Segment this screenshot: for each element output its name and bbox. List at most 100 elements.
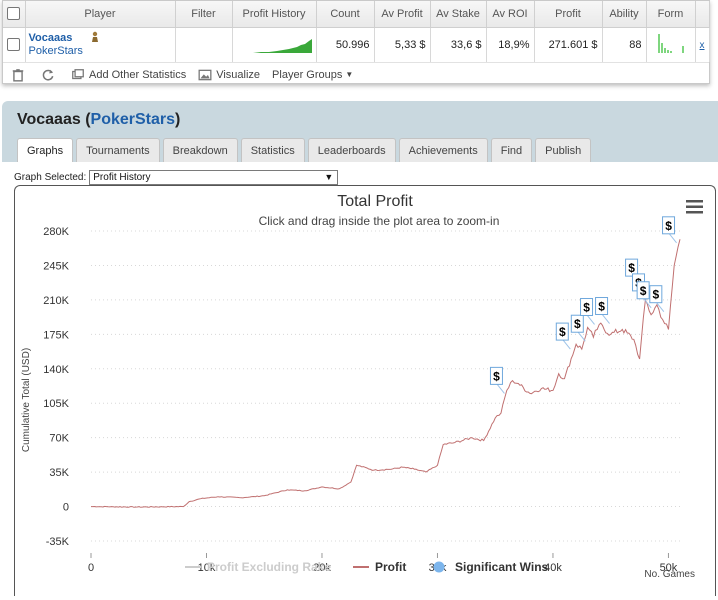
significant-win-flag[interactable]: $ (489, 366, 505, 394)
tab-find[interactable]: Find (490, 138, 533, 162)
y-tick-label: 70K (49, 433, 69, 445)
y-tick-label: 245K (43, 260, 69, 272)
legend-label: Profit (375, 560, 406, 574)
profit-chart[interactable]: Total Profit Click and drag inside the p… (15, 186, 715, 597)
flag-pole (586, 314, 595, 325)
player-name-link[interactable]: Vocaaas (28, 32, 73, 44)
tab-breakdown[interactable]: Breakdown (162, 138, 238, 162)
legend-item[interactable]: Profit (353, 560, 406, 574)
col-av-profit[interactable]: Av Profit (374, 1, 431, 28)
legend-item[interactable]: Profit Excluding Rake (185, 560, 331, 574)
row-select-cell[interactable] (3, 27, 26, 62)
player-title-paren-close: ) (175, 111, 181, 128)
x-tick-label: 0 (88, 562, 94, 574)
series-layer (91, 239, 681, 508)
flag-pole (655, 301, 665, 313)
chart-menu-button[interactable] (685, 199, 704, 215)
tab-leaderboards[interactable]: Leaderboards (307, 138, 396, 162)
form-bar (666, 49, 669, 53)
legend-marker (433, 561, 445, 573)
y-tick-label: 105K (43, 398, 69, 410)
tab-statistics[interactable]: Statistics (240, 138, 305, 162)
significant-wins-layer: $$$$$$$$$$ (489, 216, 677, 394)
image-icon (198, 69, 212, 80)
x-tick-label: 10k (198, 562, 216, 574)
y-axis-ticks: -35K 0 35K 70K 105K 140K 175K 210K 245K 280K (43, 226, 69, 548)
row-checkbox[interactable] (7, 38, 21, 51)
delete-button[interactable] (11, 68, 29, 82)
form-bar (669, 50, 672, 53)
menu-icon-bar (686, 200, 703, 203)
player-tabs: Graphs Tournaments Breakdown Statistics … (17, 138, 594, 163)
x-tick-label: 50k (660, 562, 678, 574)
significant-win-flag[interactable]: $ (595, 297, 610, 324)
dollar-icon: $ (640, 284, 647, 298)
av-stake-cell: 33,6 $ (430, 27, 487, 62)
tab-achievements[interactable]: Achievements (398, 138, 488, 162)
player-groups-dropdown[interactable]: Player Groups ▼ (272, 69, 353, 81)
graph-select-value: Profit History (93, 172, 151, 183)
tab-tournaments[interactable]: Tournaments (76, 138, 160, 162)
significant-win-flag[interactable]: $ (662, 216, 677, 244)
col-av-roi[interactable]: Av ROI (486, 1, 535, 28)
col-profit[interactable]: Profit (534, 1, 603, 28)
significant-win-flag[interactable]: $ (570, 314, 586, 342)
form-chart (657, 33, 684, 53)
player-site-link[interactable]: PokerStars (28, 45, 83, 57)
col-remove (695, 1, 710, 28)
col-ability[interactable]: Ability (602, 1, 647, 28)
add-other-statistics-label: Add Other Statistics (89, 68, 187, 81)
significant-win-flag[interactable]: $ (555, 322, 571, 350)
profit-series-line (91, 239, 681, 508)
col-profit-history[interactable]: Profit History (232, 1, 317, 28)
flag-box (649, 285, 663, 304)
col-count[interactable]: Count (316, 1, 375, 28)
add-statistics-icon (72, 68, 84, 79)
col-filter[interactable]: Filter (175, 1, 233, 28)
legend-item[interactable]: Significant Wins (433, 560, 549, 574)
tab-publish[interactable]: Publish (535, 138, 592, 162)
player-title-site-link[interactable]: PokerStars (90, 111, 176, 128)
tab-graphs[interactable]: Graphs (17, 138, 74, 163)
col-av-stake[interactable]: Av Stake (430, 1, 487, 28)
graphs-content: Graph Selected: Profit History ▼ Total P… (2, 162, 718, 596)
y-tick-label: 35K (49, 467, 69, 479)
ability-cell: 88 (602, 27, 647, 62)
refresh-button[interactable] (41, 68, 59, 82)
select-all-checkbox[interactable] (7, 7, 21, 21)
remove-player-link[interactable]: x (699, 39, 705, 51)
trash-icon (12, 68, 24, 82)
y-tick-label: -35K (46, 536, 70, 548)
form-bar (657, 33, 660, 53)
table-row: Vocaaas PokerStars 50.996 5,33 $ 33,6 $ (3, 27, 710, 62)
flag-box (489, 366, 503, 385)
form-cell (646, 27, 696, 62)
col-player[interactable]: Player (25, 1, 176, 28)
profit-history-cell[interactable] (232, 27, 317, 62)
flag-box (662, 216, 676, 235)
col-form[interactable]: Form (646, 1, 696, 28)
remove-cell[interactable]: x (695, 27, 710, 62)
graph-select-dropdown[interactable]: Profit History ▼ (89, 170, 339, 185)
significant-win-flag[interactable]: $ (580, 297, 595, 325)
add-other-statistics-button[interactable]: Add Other Statistics (71, 68, 186, 82)
visualize-button[interactable]: Visualize (198, 68, 260, 82)
chart-subtitle: Click and drag inside the plot area to z… (259, 214, 500, 228)
y-tick-label: 210K (43, 295, 69, 307)
flag-pole (642, 297, 652, 309)
chevron-down-icon: ▼ (324, 172, 334, 182)
filter-cell[interactable] (175, 27, 233, 62)
significant-win-flag[interactable]: $ (649, 285, 665, 313)
stats-panel: Player Filter Profit History Count Av Pr… (2, 0, 710, 84)
flag-pole (576, 330, 586, 342)
significant-win-flag[interactable]: $ (636, 281, 652, 309)
dollar-icon: $ (574, 317, 581, 331)
y-tick-label: 280K (43, 226, 69, 238)
x-axis-label: No. Games (644, 569, 695, 580)
profit-cell: 271.601 $ (534, 27, 603, 62)
player-section: Vocaaas (PokerStars) Graphs Tournaments … (2, 101, 718, 596)
flag-box (580, 297, 594, 316)
select-all-cell[interactable] (3, 1, 26, 28)
y-tick-label: 175K (43, 329, 69, 341)
form-bar (660, 42, 663, 53)
